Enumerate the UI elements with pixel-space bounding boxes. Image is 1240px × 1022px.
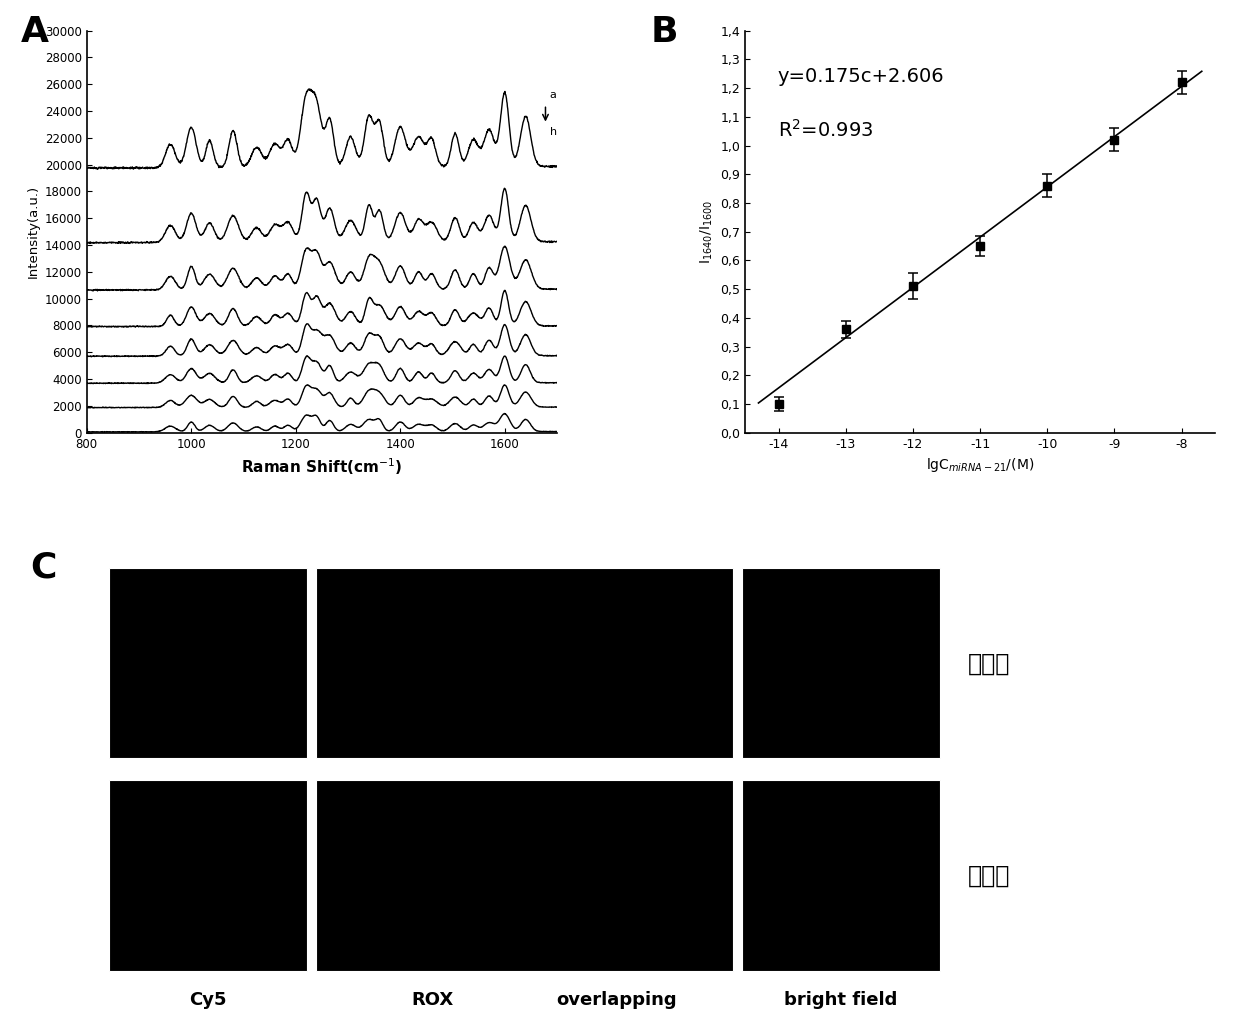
Bar — [109, 568, 306, 758]
Text: h: h — [549, 127, 557, 137]
Text: y=0.175c+2.606: y=0.175c+2.606 — [777, 66, 945, 86]
Text: overlapping: overlapping — [557, 990, 677, 1009]
Bar — [743, 568, 940, 758]
Text: 反应后: 反应后 — [968, 864, 1011, 887]
Y-axis label: I$_{1640}$/I$_{1600}$: I$_{1640}$/I$_{1600}$ — [698, 199, 714, 264]
Text: ROX: ROX — [412, 990, 454, 1009]
Bar — [316, 781, 733, 971]
Bar — [109, 781, 306, 971]
Text: A: A — [21, 14, 48, 49]
X-axis label: lgC$_{miRNA-21}$/(M): lgC$_{miRNA-21}$/(M) — [926, 456, 1034, 474]
Bar — [316, 568, 733, 758]
Y-axis label: Intensity(a.u.): Intensity(a.u.) — [26, 185, 40, 278]
Bar — [743, 781, 940, 971]
Text: 反应前: 反应前 — [968, 651, 1011, 676]
Text: B: B — [651, 14, 678, 49]
Text: Cy5: Cy5 — [190, 990, 227, 1009]
Text: a: a — [549, 90, 557, 100]
Text: R$^2$=0.993: R$^2$=0.993 — [777, 120, 873, 141]
Text: C: C — [30, 551, 57, 585]
X-axis label: Raman Shift(cm$^{-1}$): Raman Shift(cm$^{-1}$) — [242, 456, 403, 477]
Text: bright field: bright field — [785, 990, 898, 1009]
